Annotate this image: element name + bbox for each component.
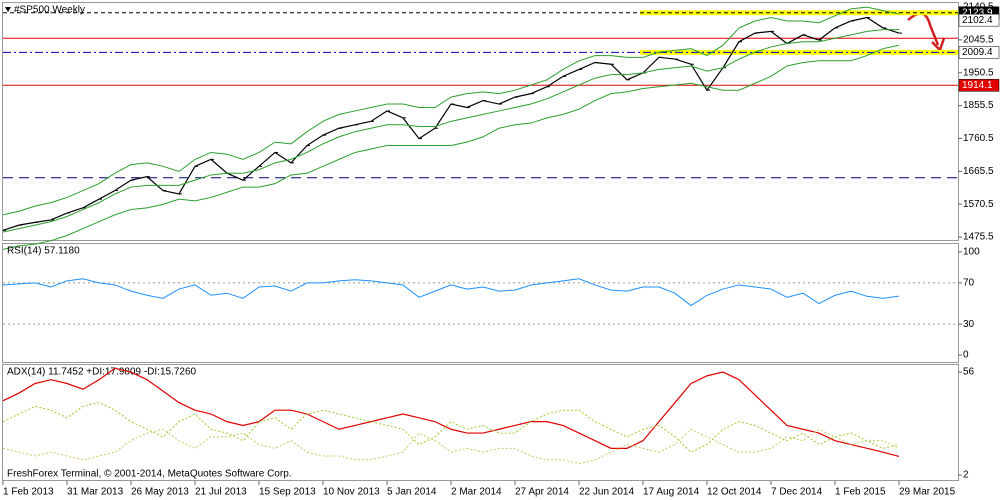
panel-title: #SP500,Weekly — [14, 5, 85, 16]
y-tick-label: 1475.5 — [963, 232, 994, 243]
price-tag-label: 1914.1 — [962, 80, 993, 91]
y-tick-label: 2 — [963, 470, 969, 481]
x-tick-label: 2 Mar 2014 — [451, 487, 502, 498]
x-tick-label: 12 Oct 2014 — [707, 487, 762, 498]
price-tag-label: 2102.4 — [962, 15, 993, 26]
series-line — [2, 6, 900, 216]
x-tick-label: 1 Feb 2013 — [3, 487, 54, 498]
series-line — [2, 367, 900, 458]
series-line — [2, 44, 900, 250]
series-line — [2, 29, 899, 233]
rsi-panel — [2, 243, 959, 363]
x-tick-label: 29 Mar 2015 — [899, 487, 956, 498]
x-tick-label: 27 Apr 2014 — [515, 487, 569, 498]
x-tick-label: 17 Aug 2014 — [643, 487, 700, 498]
y-tick-label: 30 — [963, 319, 975, 330]
y-tick-label: 1760.5 — [963, 133, 994, 144]
x-tick-label: 5 Jan 2014 — [387, 487, 437, 498]
adx-panel — [2, 364, 959, 481]
y-tick-label: 70 — [963, 278, 975, 289]
x-tick-label: 26 May 2013 — [131, 487, 189, 498]
x-tick-label: 7 Dec 2014 — [771, 487, 823, 498]
x-tick-label: 10 Nov 2013 — [323, 487, 380, 498]
price-panel — [2, 2, 959, 241]
y-tick-label: 0 — [963, 350, 969, 361]
series-line — [2, 278, 900, 307]
panel-title: RSI(14) 57.1180 — [7, 246, 80, 257]
footer: FreshForex Terminal, © 2001-2014, MetaQu… — [7, 469, 292, 480]
panel-title: ADX(14) 11.7452 +DI:17.9809 -DI:15.7260 — [7, 367, 197, 378]
y-tick-label: 1950.5 — [963, 67, 994, 78]
price-tag — [958, 79, 1000, 92]
x-tick-label: 21 Jul 2013 — [195, 487, 247, 498]
y-tick-label: 100 — [963, 247, 980, 258]
y-tick-label: 56 — [963, 367, 975, 378]
x-tick-label: 31 Mar 2013 — [67, 487, 124, 498]
y-tick-label: 1570.5 — [963, 199, 994, 210]
x-tick-label: 22 Jun 2014 — [579, 487, 634, 498]
series-line — [2, 428, 900, 465]
price-tag — [958, 46, 1000, 59]
y-tick-label: 1665.5 — [963, 166, 994, 177]
x-tick-label: 1 Feb 2015 — [835, 487, 886, 498]
price-tag — [958, 13, 1000, 27]
menu-icon — [5, 7, 11, 12]
y-tick-label: 1855.5 — [963, 100, 994, 111]
y-tick-label: 2045.5 — [963, 34, 994, 45]
price-tag-label: 2009.4 — [962, 47, 993, 58]
x-tick-label: 15 Sep 2013 — [259, 487, 316, 498]
price-tag-label: 2123.9 — [962, 7, 993, 18]
